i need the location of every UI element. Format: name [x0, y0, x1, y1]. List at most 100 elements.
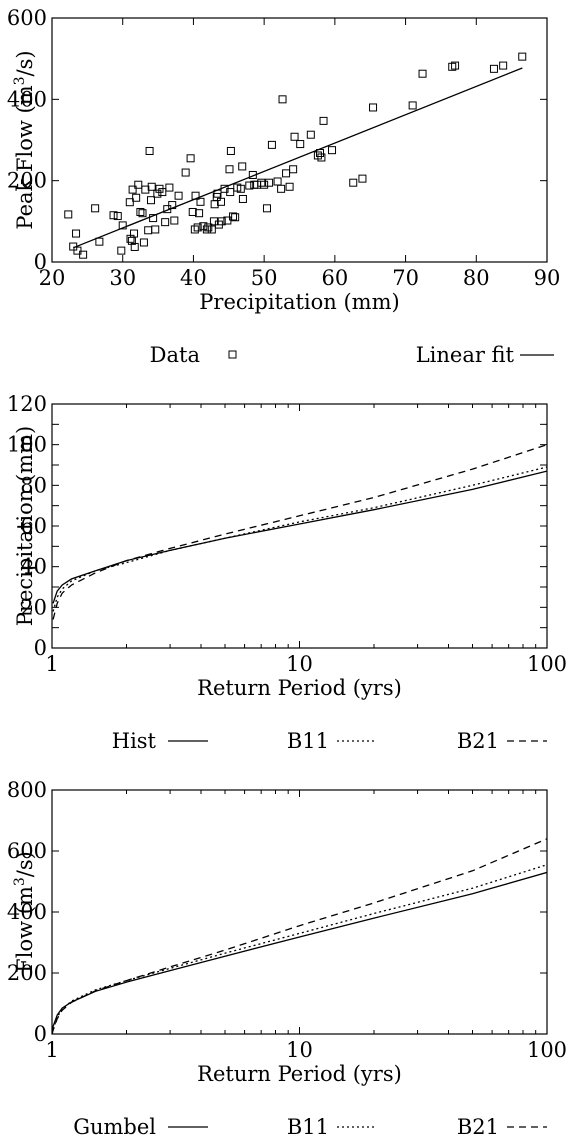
data-point [226, 146, 235, 155]
data-point [138, 209, 147, 218]
data-point [451, 61, 460, 70]
legend-label: B21 [457, 1115, 499, 1139]
x-tick-label: 1 [45, 652, 58, 676]
y-tick-label: 400 [7, 87, 47, 111]
series-line-b21 [52, 444, 547, 620]
data-point [79, 250, 88, 259]
data-point [328, 146, 337, 155]
y-tick-label: 40 [20, 555, 47, 579]
data-point [188, 207, 197, 216]
data-point [161, 218, 170, 227]
legend-label: Data [150, 343, 200, 367]
plot-frame [51, 403, 548, 649]
x-tick-label: 30 [109, 266, 136, 290]
data-point [130, 242, 139, 251]
data-point [499, 61, 508, 70]
x-tick-label: 90 [534, 266, 561, 290]
x-tick-label: 20 [39, 266, 66, 290]
data-point [144, 226, 153, 235]
legend-label: Hist [112, 729, 157, 753]
x-tick-label: 70 [392, 266, 419, 290]
data-point [193, 223, 202, 232]
x-tick-label: 10 [286, 652, 313, 676]
data-point [265, 178, 274, 187]
data-point [223, 216, 232, 225]
data-point [349, 178, 358, 187]
data-point [217, 217, 226, 226]
x-tick-label: 100 [527, 1038, 567, 1062]
data-point [277, 184, 286, 193]
data-point [489, 64, 498, 73]
series-line-hist [52, 470, 547, 604]
chart-3: 0 200 400 600 800 1 10 100 Return Period (yrs) Fl… [7, 778, 567, 1139]
data-point [165, 183, 174, 192]
x-tick-label: 40 [180, 266, 207, 290]
data-point [245, 181, 254, 190]
data-point [319, 116, 328, 125]
data-point [226, 188, 235, 197]
data-point [190, 225, 199, 234]
data-point [278, 95, 287, 104]
y-axis-label: Peak Flow (m3/s) [12, 50, 37, 229]
data-point [225, 165, 234, 174]
data-point [64, 210, 73, 219]
data-point [285, 182, 294, 191]
data-point [113, 212, 122, 221]
series-line-b21 [52, 838, 547, 1034]
data-point [134, 180, 143, 189]
x-axis-label: Precipitation (mm) [199, 290, 399, 314]
legend-swatch-data [228, 350, 237, 359]
y-tick-label: 800 [7, 778, 47, 802]
x-tick-label: 1 [45, 1038, 58, 1062]
x-tick-label: 100 [527, 652, 567, 676]
plot-frame [51, 789, 548, 1035]
chart-1: 0 200 400 600 20 30 40 50 60 70 80 90 Precipitation … [7, 6, 560, 367]
data-point [132, 193, 141, 202]
data-point [207, 225, 216, 234]
x-axis-label: Return Period (yrs) [197, 676, 402, 700]
data-point [253, 180, 262, 189]
x-tick-label: 60 [321, 266, 348, 290]
y-tick-label: 200 [7, 961, 47, 985]
data-point [153, 189, 162, 198]
y-tick-label: 200 [7, 169, 47, 193]
data-point [408, 101, 417, 110]
x-axis-label: Return Period (yrs) [197, 1062, 402, 1086]
data-point [139, 238, 148, 247]
data-point [262, 204, 271, 213]
data-point [72, 229, 81, 238]
data-point [358, 174, 367, 183]
data-point [196, 197, 205, 206]
data-point [267, 140, 276, 149]
data-point [109, 211, 118, 220]
data-point [117, 246, 126, 255]
legend-label: Linear fit [416, 343, 515, 367]
data-point [257, 178, 266, 187]
data-point [317, 153, 326, 162]
data-point [174, 191, 183, 200]
x-tick-label: 80 [463, 266, 490, 290]
data-point [158, 188, 167, 197]
data-point [231, 213, 240, 222]
data-point [418, 69, 427, 78]
x-tick-label: 50 [251, 266, 278, 290]
y-tick-label: 0 [34, 250, 47, 274]
data-point [296, 140, 305, 149]
data-point [73, 246, 82, 255]
series-line-b11 [52, 864, 547, 1034]
data-point [260, 180, 269, 189]
y-axis-label: Precipitation (mm) [13, 426, 37, 626]
series-line-gumbel [52, 871, 547, 1033]
data-point [147, 196, 155, 205]
y-tick-label: 400 [7, 900, 47, 924]
data-point [95, 237, 104, 246]
legend-label: Gumbel [73, 1115, 156, 1139]
data-point [238, 194, 247, 203]
y-tick-label: 100 [7, 433, 47, 457]
x-tick-label: 10 [286, 1038, 313, 1062]
data-point [195, 209, 204, 218]
data-point [170, 216, 179, 225]
data-point [217, 197, 226, 206]
